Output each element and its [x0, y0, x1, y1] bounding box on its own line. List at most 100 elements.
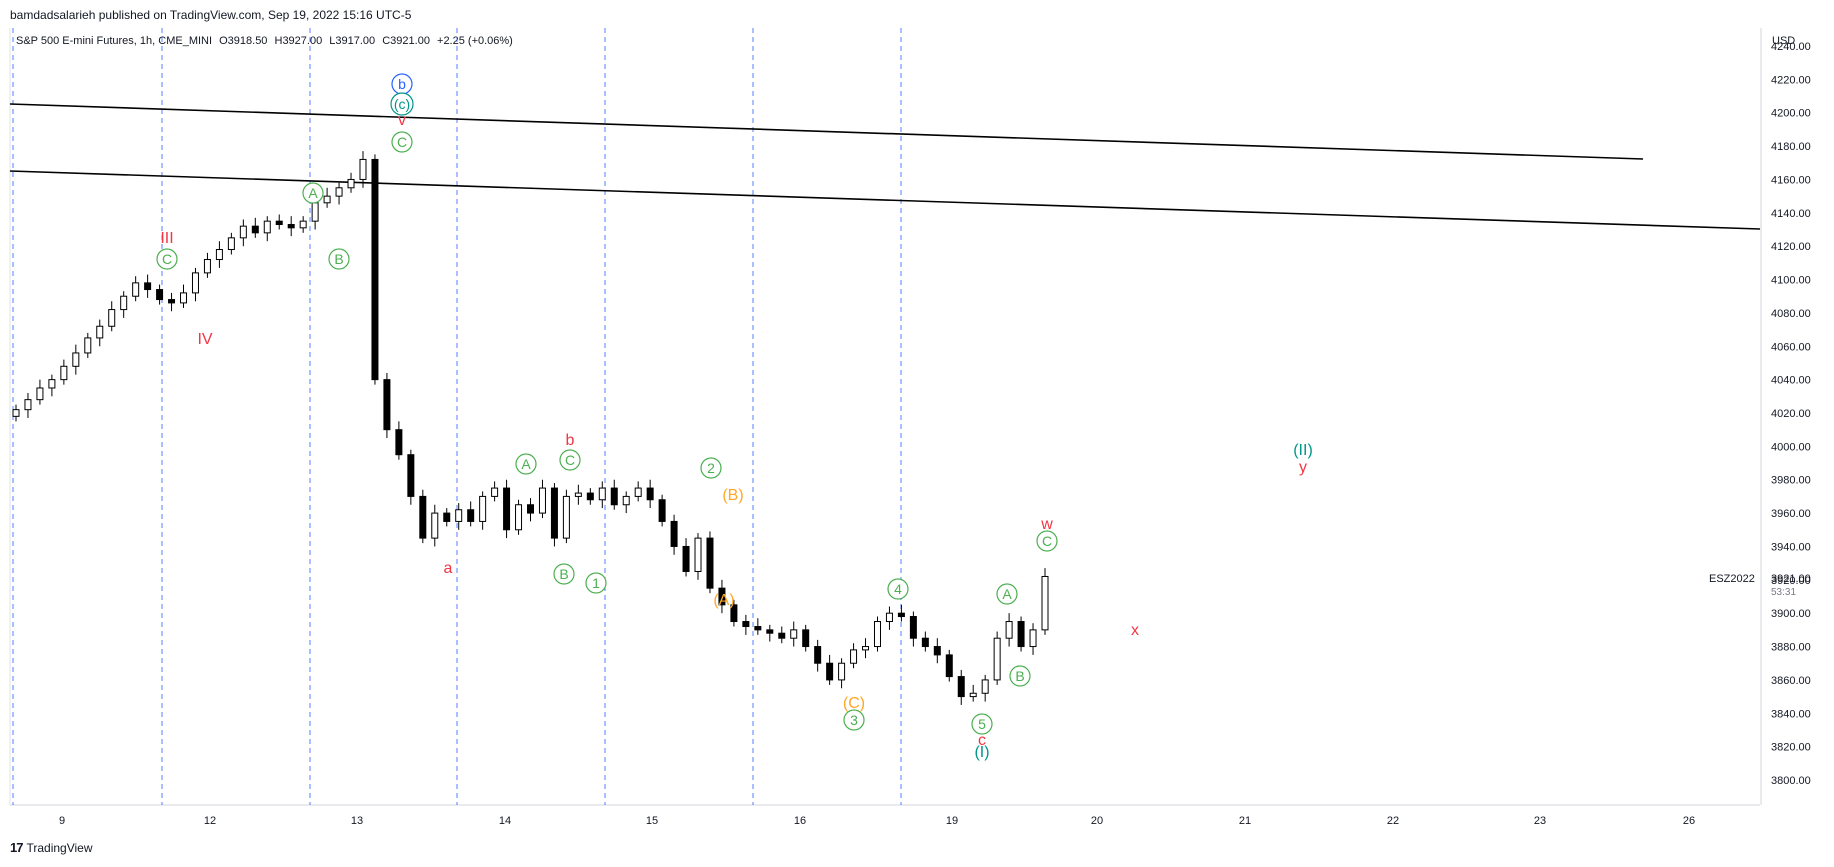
candle-up[interactable] [598, 487, 606, 501]
wave-label[interactable]: 5 [978, 716, 986, 732]
candle-up[interactable] [838, 662, 846, 681]
wave-label[interactable]: b [398, 76, 406, 92]
candle-down[interactable] [467, 509, 475, 522]
candle-up[interactable] [455, 509, 463, 522]
candle-down[interactable] [419, 495, 427, 539]
candle-up[interactable] [120, 295, 128, 311]
candle-up[interactable] [431, 512, 439, 539]
candle-up[interactable] [203, 259, 211, 274]
wave-label[interactable]: 2 [707, 460, 715, 476]
candle-up[interactable] [1005, 621, 1013, 639]
candle-down[interactable] [826, 662, 834, 681]
candle-down[interactable] [921, 637, 929, 648]
candle-down[interactable] [742, 621, 750, 628]
candle-up[interactable] [790, 629, 798, 639]
candle-down[interactable] [933, 646, 941, 656]
candle-down[interactable] [1017, 621, 1025, 648]
candle-down[interactable] [778, 632, 786, 639]
candle-down[interactable] [503, 487, 511, 531]
candle-up[interactable] [60, 365, 68, 381]
candle-up[interactable] [850, 649, 858, 664]
candle-up[interactable] [574, 492, 582, 497]
candle-up[interactable] [132, 282, 140, 297]
candle-up[interactable] [538, 487, 546, 514]
candle-up[interactable] [993, 637, 1001, 681]
wave-label[interactable]: 3 [850, 712, 858, 728]
candle-up[interactable] [96, 325, 104, 339]
candle-up[interactable] [873, 621, 881, 648]
candle-up[interactable] [622, 495, 630, 506]
wave-label[interactable]: (c) [394, 96, 410, 112]
candle-down[interactable] [706, 537, 714, 589]
candle-down[interactable] [802, 629, 810, 648]
candle-down[interactable] [443, 512, 451, 522]
candle-up[interactable] [335, 187, 343, 197]
wave-label[interactable]: w [1040, 516, 1053, 533]
candle-up[interactable] [981, 679, 989, 694]
wave-label[interactable]: C [565, 452, 575, 468]
candle-down[interactable] [156, 289, 164, 301]
candle-up[interactable] [1041, 575, 1049, 631]
candle-up[interactable] [359, 158, 367, 180]
candle-down[interactable] [814, 646, 822, 664]
candle-up[interactable] [227, 237, 235, 251]
wave-label[interactable]: A [521, 456, 531, 472]
wave-label[interactable]: IV [197, 331, 212, 348]
candle-up[interactable] [479, 495, 487, 522]
candle-up[interactable] [215, 249, 223, 261]
candle-down[interactable] [670, 520, 678, 547]
wave-label[interactable]: A [1002, 586, 1012, 602]
candle-down[interactable] [407, 454, 415, 497]
candle-up[interactable] [12, 409, 20, 417]
candle-down[interactable] [275, 220, 283, 225]
candle-down[interactable] [586, 492, 594, 501]
symbol-name[interactable]: S&P 500 E-mini Futures, 1h, CME_MINI [16, 35, 213, 47]
wave-label[interactable]: A [308, 185, 318, 201]
wave-label[interactable]: B [334, 251, 343, 267]
trendline-lower[interactable] [9, 170, 1761, 230]
candle-up[interactable] [323, 195, 331, 204]
candle-down[interactable] [945, 654, 953, 678]
wave-label[interactable]: C [1042, 533, 1052, 549]
trendline-upper[interactable] [9, 103, 1644, 160]
candle-up[interactable] [263, 220, 271, 234]
wave-label[interactable]: (C) [843, 695, 865, 712]
candle-down[interactable] [550, 487, 558, 539]
candle-down[interactable] [766, 629, 774, 634]
candle-up[interactable] [515, 504, 523, 531]
candle-up[interactable] [311, 202, 319, 222]
wave-label[interactable]: (II) [1293, 442, 1313, 459]
candle-down[interactable] [682, 545, 690, 572]
wave-label[interactable]: 1 [592, 575, 600, 591]
candle-down[interactable] [718, 587, 726, 606]
candle-down[interactable] [754, 626, 762, 631]
candle-down[interactable] [646, 487, 654, 501]
wave-label[interactable]: x [1131, 622, 1139, 639]
candle-down[interactable] [395, 429, 403, 456]
wave-label[interactable]: (B) [722, 487, 743, 504]
wave-label[interactable]: c [978, 732, 986, 749]
wave-label[interactable]: y [1299, 459, 1307, 476]
wave-label[interactable]: 4 [894, 581, 902, 597]
candle-up[interactable] [108, 309, 116, 327]
candle-up[interactable] [191, 272, 199, 294]
candle-up[interactable] [562, 495, 570, 539]
candle-down[interactable] [909, 616, 917, 639]
candle-up[interactable] [36, 387, 44, 401]
candle-up[interactable] [72, 352, 80, 367]
wave-label[interactable]: (I) [974, 744, 989, 761]
candle-down[interactable] [251, 225, 259, 234]
wave-label[interactable]: B [559, 566, 568, 582]
wave-label[interactable]: B [1015, 668, 1024, 684]
candle-up[interactable] [969, 692, 977, 698]
candle-down[interactable] [730, 604, 738, 623]
candle-up[interactable] [299, 220, 307, 229]
candle-down[interactable] [168, 299, 176, 304]
candle-down[interactable] [287, 223, 295, 229]
candle-down[interactable] [658, 499, 666, 522]
candle-down[interactable] [383, 379, 391, 431]
candle-down[interactable] [897, 612, 905, 618]
candle-up[interactable] [634, 487, 642, 497]
candle-up[interactable] [48, 379, 56, 389]
